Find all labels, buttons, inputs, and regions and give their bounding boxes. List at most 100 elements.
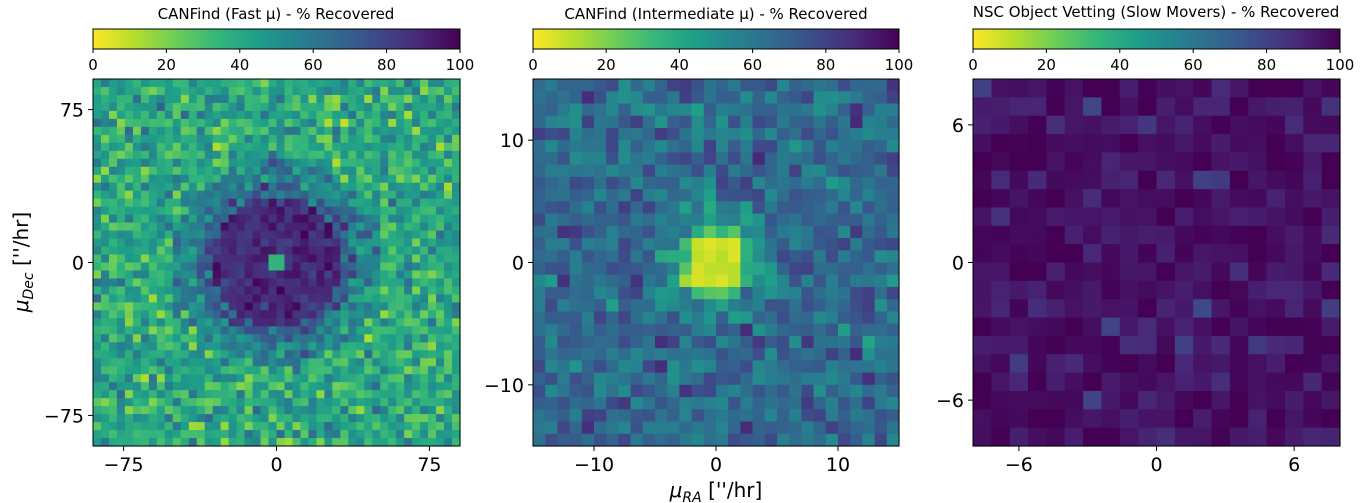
heatmap-cell — [116, 278, 126, 288]
heatmap-cell — [204, 214, 214, 224]
heatmap-cell — [380, 310, 389, 319]
heatmap-cell — [874, 127, 888, 141]
heatmap-cell — [655, 91, 668, 105]
heatmap-cell — [630, 115, 644, 129]
heatmap-cell — [308, 174, 317, 184]
heatmap-cell — [444, 238, 453, 248]
heatmap-cell — [356, 406, 365, 415]
heatmap-cell — [850, 115, 863, 129]
heatmap-cell — [292, 358, 302, 367]
heatmap-cell — [372, 214, 381, 224]
heatmap-cell — [276, 206, 286, 216]
heatmap-cell — [372, 118, 381, 128]
heatmap-cell — [204, 246, 214, 256]
heatmap-cell — [316, 286, 325, 296]
heatmap-cell — [364, 150, 373, 160]
heatmap-cell — [1046, 354, 1066, 374]
heatmap-cell — [228, 286, 238, 296]
heatmap-cell — [667, 299, 680, 313]
heatmap-cell — [452, 270, 461, 280]
heatmap-cell — [364, 86, 373, 96]
x-tick-label: −6 — [1005, 454, 1033, 476]
heatmap-cell — [1303, 372, 1323, 392]
heatmap-cell — [100, 182, 110, 192]
heatmap-cell — [212, 278, 222, 288]
heatmap-cell — [316, 390, 325, 399]
heatmap-cell — [1083, 409, 1103, 429]
heatmap-cell — [388, 134, 397, 144]
heatmap-cell — [850, 433, 863, 447]
heatmap-cell — [1138, 244, 1158, 264]
heatmap-cell — [436, 294, 445, 303]
heatmap-cell — [557, 152, 571, 166]
heatmap-cell — [1028, 170, 1047, 190]
heatmap-cell — [188, 110, 198, 120]
x-tick-label: 0 — [270, 454, 282, 476]
heatmap-cell — [156, 390, 166, 399]
heatmap-cell — [991, 97, 1011, 117]
heatmap-cell — [1156, 280, 1176, 300]
heatmap-cell — [204, 238, 214, 248]
heatmap-cell — [204, 79, 214, 88]
heatmap-cell — [340, 294, 349, 303]
heatmap-cell — [148, 278, 158, 288]
heatmap-cell — [862, 238, 876, 251]
heatmap-cell — [116, 414, 126, 423]
heatmap-cell — [777, 115, 790, 129]
heatmap-cell — [116, 174, 126, 184]
heatmap-cell — [244, 414, 254, 423]
heatmap-cell — [244, 390, 254, 399]
heatmap-cell — [618, 250, 632, 264]
heatmap-cell — [220, 294, 230, 303]
heatmap-cell — [1083, 280, 1103, 300]
heatmap-cell — [244, 406, 254, 415]
heatmap-cell — [164, 302, 174, 311]
heatmap-cell — [364, 166, 373, 176]
heatmap-cell — [380, 222, 389, 232]
heatmap-cell — [172, 334, 182, 343]
heatmap-cell — [140, 126, 150, 136]
heatmap-cell — [268, 142, 278, 152]
heatmap-cell — [412, 390, 421, 399]
heatmap-cell — [606, 360, 619, 374]
heatmap-cell — [276, 310, 286, 319]
heatmap-cell — [396, 390, 405, 399]
heatmap-cell — [436, 118, 445, 128]
heatmap-cell — [108, 366, 118, 375]
heatmap-cell — [308, 254, 317, 264]
heatmap-cell — [332, 270, 341, 280]
heatmap-cell — [630, 201, 644, 215]
heatmap-cell — [1321, 280, 1341, 300]
heatmap-cell — [236, 174, 246, 184]
heatmap-cell — [594, 409, 607, 423]
heatmap-cell — [244, 334, 254, 343]
heatmap-cell — [148, 414, 158, 423]
heatmap-cell — [308, 134, 317, 144]
heatmap-cell — [444, 222, 453, 232]
heatmap-cell — [164, 174, 174, 184]
heatmap-cell — [156, 278, 166, 288]
heatmap-cell — [420, 294, 429, 303]
heatmap-cell — [260, 398, 270, 407]
heatmap-cell — [276, 318, 286, 327]
heatmap-cell — [292, 350, 302, 359]
heatmap-cell — [284, 350, 294, 359]
heatmap-cell — [340, 142, 349, 152]
heatmap-cell — [276, 118, 286, 128]
heatmap-cell — [789, 176, 802, 190]
heatmap-cell — [348, 174, 357, 184]
heatmap-cell — [412, 350, 421, 359]
heatmap-cell — [100, 86, 110, 96]
colorbar-tick-label: 20 — [597, 56, 616, 74]
heatmap-cell — [308, 238, 317, 248]
heatmap-cell — [100, 190, 110, 200]
heatmap-cell — [436, 246, 445, 256]
heatmap-cell — [412, 86, 421, 96]
heatmap-cell — [356, 294, 365, 303]
heatmap-cell — [606, 238, 619, 251]
heatmap-cell — [444, 102, 453, 112]
heatmap-cell — [630, 433, 644, 447]
heatmap-cell — [886, 164, 900, 178]
heatmap-cell — [156, 310, 166, 319]
heatmap-cell — [1083, 225, 1103, 245]
